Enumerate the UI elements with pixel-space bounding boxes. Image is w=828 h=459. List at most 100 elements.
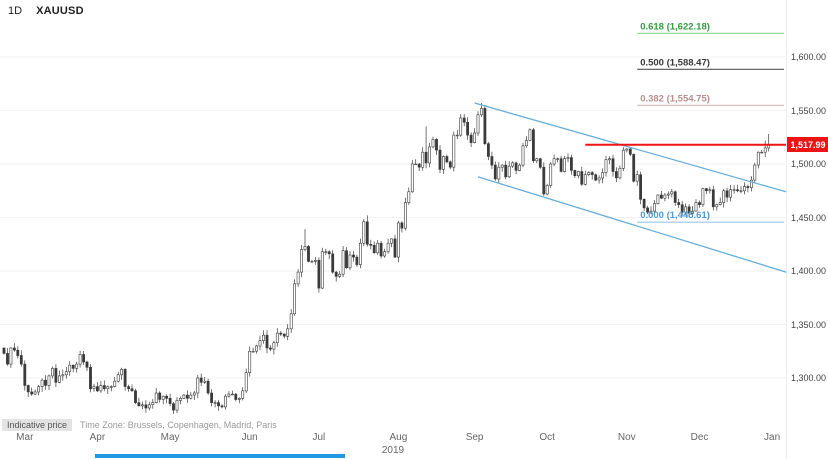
candle (365, 221, 369, 245)
candle (518, 164, 521, 171)
time-axis[interactable]: Mar Apr May Jun Jul Aug Sep Oct Nov Dec Jan (0, 432, 786, 444)
chart-toolbar: 1D XAUUSD (8, 5, 84, 17)
candle (452, 134, 456, 168)
candle (421, 151, 425, 168)
candle (732, 189, 736, 191)
candle (417, 163, 421, 168)
candle (154, 392, 158, 403)
candle (265, 334, 269, 349)
candle (78, 354, 82, 365)
candle (172, 403, 175, 411)
y-axis-tick: 1,350.00 (791, 319, 827, 330)
candle (656, 194, 660, 204)
candle (441, 156, 445, 170)
candle (47, 375, 51, 386)
candle (30, 391, 34, 395)
gridlines (0, 56, 786, 379)
chart-scrollbar[interactable] (95, 454, 345, 458)
candle (50, 368, 54, 377)
candle (307, 246, 310, 262)
candle (666, 193, 670, 196)
candle (231, 393, 234, 396)
candle (324, 251, 328, 253)
candle (673, 191, 677, 203)
channel-upper-line[interactable] (474, 102, 786, 193)
y-axis-tick: 1,450.00 (791, 212, 827, 223)
candle (646, 207, 650, 213)
price-axis[interactable]: 1,517.99 1,600.00 1,550.00 1,500.00 1,450.0… (786, 0, 828, 459)
y-axis-tick: 1,400.00 (791, 266, 827, 276)
candle (358, 242, 362, 265)
candle (320, 251, 324, 289)
x-axis-label: Dec (690, 432, 709, 443)
candle (715, 204, 719, 208)
candle (189, 394, 193, 399)
candle (542, 166, 546, 195)
candle (746, 186, 750, 188)
candle (611, 158, 615, 172)
candle (279, 332, 283, 335)
candle (410, 163, 414, 193)
candle (141, 404, 144, 407)
candle (580, 171, 584, 185)
candle (480, 108, 483, 116)
candle (23, 363, 27, 386)
candle (144, 404, 148, 409)
candle (538, 158, 542, 168)
candle (483, 108, 487, 145)
candle (82, 354, 86, 363)
candle (137, 402, 141, 407)
candle (736, 189, 739, 192)
candle (569, 157, 573, 171)
candle (528, 129, 532, 141)
candle (102, 385, 106, 390)
candle (625, 148, 629, 151)
candle (147, 404, 151, 409)
fib-level-label: 0.500 (1,588.47) (640, 57, 710, 68)
candle (563, 158, 566, 172)
candle (327, 251, 331, 255)
x-axis-label: Jan (764, 432, 781, 443)
candle (704, 188, 708, 192)
candle (296, 271, 300, 285)
candle (514, 162, 518, 171)
y-axis-tick: 1,500.00 (791, 159, 827, 169)
candle (206, 380, 210, 394)
candle (9, 347, 13, 365)
candle (286, 328, 290, 337)
candle (431, 139, 435, 148)
candle (68, 364, 72, 372)
candle (473, 132, 477, 143)
candle (217, 402, 220, 407)
candle (445, 156, 449, 163)
candle (120, 369, 124, 376)
price-chart[interactable]: 0.618 (1,622.18) 0.500 (1,588.47) 0.382 (1… (0, 0, 786, 430)
candle (407, 191, 411, 203)
candle (531, 129, 535, 162)
candle (729, 189, 733, 198)
candle (268, 347, 272, 350)
timeframe-selector[interactable]: 1D (8, 5, 23, 17)
candle (739, 190, 743, 192)
candle (504, 164, 508, 178)
candle (123, 369, 127, 387)
indicative-price-label: Indicative price (2, 419, 73, 431)
candle (466, 122, 470, 136)
chart-footer: Indicative price Time Zone: Brussels, Co… (2, 419, 277, 431)
candle (708, 189, 712, 192)
candle (455, 134, 459, 137)
candle (113, 380, 117, 387)
candle (403, 202, 407, 229)
symbol-selector[interactable]: XAUUSD (36, 5, 84, 17)
candle (670, 191, 674, 195)
candle (497, 166, 501, 180)
year-label: 2019 (381, 445, 405, 456)
candle (566, 157, 570, 160)
fib-level-label: 0.618 (1,622.18) (640, 21, 710, 32)
candle (26, 385, 30, 393)
candle (40, 379, 44, 387)
x-axis-label: Apr (89, 432, 106, 443)
candle (493, 164, 497, 180)
candle (639, 174, 643, 200)
channel-lower-line[interactable] (477, 176, 786, 273)
